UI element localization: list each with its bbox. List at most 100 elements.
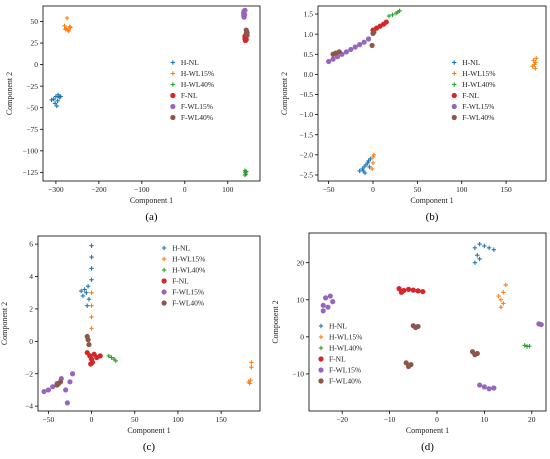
x-axis-label: Component 1 [127,426,170,435]
panel-d: −20 −10 0 10 20 −10 0 10 20 Component 1 Component … [271,232,547,453]
series-f-wl40pct [403,323,480,370]
y-tick-label: 10 [297,295,305,304]
x-tick-label: −100 [134,185,150,194]
y-tick-label: −1.0 [299,110,313,119]
y-tick-label: −4 [25,402,33,411]
data-point [248,378,253,383]
data-point [496,293,501,299]
legend-label: H-NL [172,244,190,253]
y-tick-label: 1.5 [304,10,314,19]
panel-b: −50 0 50 100 150 −2.5 −2.0 −1.5 −1.0 −0.5 0.0 0.5 1.… [280,5,547,223]
data-point [533,66,538,71]
data-point [85,303,90,308]
data-point [498,304,504,310]
x-tick-label: 0 [90,415,94,424]
data-point [474,350,480,357]
data-point [477,382,483,388]
legend-marker [318,378,324,384]
data-point [369,166,375,172]
data-point [85,284,91,289]
legend: H-NL H-WL15% H-WL40% F-NL F-WL15% F-WL40% [161,244,205,308]
data-point [50,384,56,390]
x-tick-label: −10 [384,415,396,424]
data-point [89,359,96,365]
legend-label: H-NL [462,58,480,67]
data-point [57,379,64,385]
data-point [522,343,527,348]
x-tick-label: 150 [216,415,228,424]
data-point [410,287,416,293]
legend-label: H-NL [181,58,199,67]
data-point [503,282,508,288]
data-point [55,98,60,104]
legend-marker [161,267,167,273]
y-tick-label: 0 [29,337,33,346]
data-point [51,96,56,102]
data-point [64,400,70,406]
legend-label: H-WL15% [181,69,214,78]
data-point [84,290,89,295]
panel-caption: (b) [426,211,439,223]
y-tick-label: −2 [25,369,33,378]
y-tick-label: −25 [26,82,38,91]
y-axis-label: Component 2 [0,302,9,345]
legend-label: F-WL15% [172,288,204,297]
axes-frame [42,5,261,182]
data-point [396,286,402,292]
legend-label: H-WL40% [172,266,205,275]
data-point [343,49,349,55]
data-point [477,241,482,247]
y-tick-label: 25 [31,39,39,48]
series-h-nl [78,243,94,308]
data-point [472,260,478,265]
data-point [65,27,71,33]
data-point [501,301,506,306]
series-h-wl15pct [496,282,508,310]
data-point [86,341,92,348]
series-f-wl40pct [330,29,377,57]
legend-label: F-NL [181,91,198,100]
data-point [486,386,492,392]
y-tick-label: 1.0 [304,30,314,39]
data-point [320,302,326,308]
panel-c: −50 0 50 100 150 −4 −2 0 2 4 6 Component 1 Component… [0,235,261,453]
data-point [498,297,504,302]
legend-marker [452,71,457,76]
legend-marker [161,300,167,306]
legend-marker [318,323,324,329]
data-point [67,379,73,385]
data-point [534,56,539,61]
data-point [415,323,421,330]
series-f-wl15pct [326,36,372,65]
data-point [41,388,47,395]
series-h-wl40pct [386,8,402,19]
data-point [481,384,487,390]
data-point [113,358,118,363]
data-point [89,254,94,260]
data-point [244,169,249,174]
x-axis-label: Component 1 [130,196,173,205]
series-f-wl15pct [41,371,76,406]
series-h-nl [357,156,373,176]
panel-caption: (d) [421,441,434,453]
series-h-wl15pct [369,56,539,172]
legend-label: F-WL40% [172,299,204,308]
y-tick-label: 0.0 [304,70,314,79]
data-point [491,247,497,252]
data-point [327,293,333,299]
data-point [491,385,497,391]
data-point [361,168,366,174]
y-tick-label: −75 [26,125,38,134]
data-point [357,42,363,48]
data-point [420,288,426,295]
data-point [109,355,114,360]
legend-label: H-WL40% [462,80,495,89]
data-point [241,14,247,20]
data-point [398,289,405,295]
legend-label: H-WL15% [172,255,205,264]
data-point [371,152,377,158]
data-point [63,387,69,393]
series-f-wl40pct [243,27,250,38]
data-point [370,160,376,166]
x-tick-label: −50 [323,185,335,194]
